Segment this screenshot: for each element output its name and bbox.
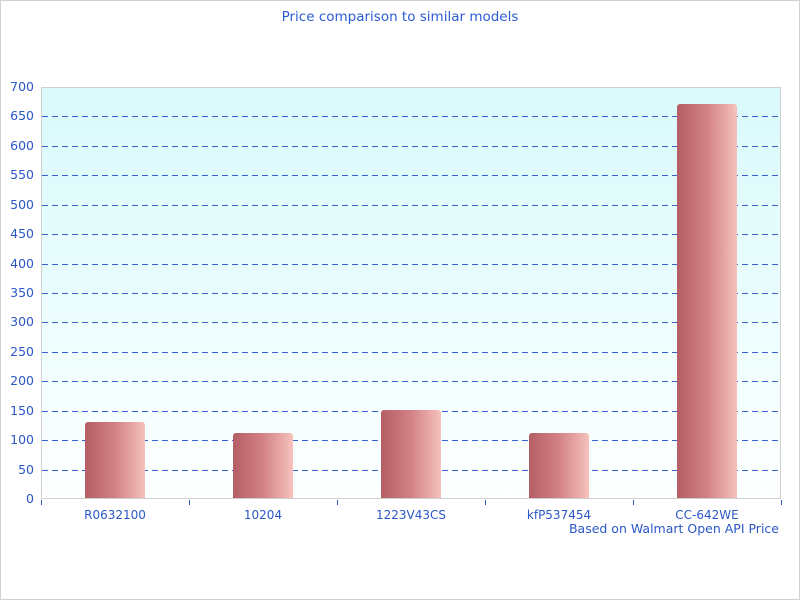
bar-CC-642WE (677, 103, 737, 498)
gridline-250 (42, 351, 780, 353)
x-tick-mark (633, 500, 634, 505)
y-tick-label-250: 250 (10, 343, 34, 359)
y-tick-label-100: 100 (10, 432, 34, 448)
x-category-label-10204: 10204 (243, 508, 283, 522)
gridline-350 (42, 293, 780, 294)
y-tick-label-300: 300 (10, 314, 34, 330)
x-tick-mark (485, 500, 486, 505)
x-category-label-CC-642WE: CC-642WE (675, 508, 739, 522)
y-tick-label-50: 50 (18, 461, 34, 477)
bar-10204 (233, 433, 293, 498)
bar-1223V43CS (381, 409, 441, 498)
x-tick-mark (781, 500, 782, 505)
gridline-600 (42, 145, 780, 147)
x-tick-mark (41, 500, 42, 505)
x-category-label-1223V43CS: 1223V43CS (375, 508, 446, 522)
y-tick-label-550: 550 (10, 167, 34, 183)
bar-R0632100 (85, 421, 145, 498)
gridline-650 (42, 116, 780, 118)
y-tick-label-500: 500 (10, 196, 34, 212)
y-tick-label-350: 350 (10, 285, 34, 300)
plot-area (41, 87, 781, 499)
gridline-200 (42, 381, 780, 383)
y-tick-label-450: 450 (10, 226, 34, 242)
x-tick-mark (337, 500, 338, 505)
x-tick-mark (189, 500, 190, 505)
y-tick-label-600: 600 (10, 137, 34, 153)
chart-title: Price comparison to similar models (281, 9, 519, 25)
x-category-label-kfP537454: kfP537454 (526, 508, 592, 522)
axis-note: Based on Walmart Open API Price (568, 521, 779, 536)
y-tick-label-0: 0 (26, 491, 34, 506)
y-tick-label-700: 700 (10, 79, 34, 94)
y-tick-label-400: 400 (10, 255, 34, 271)
y-tick-label-200: 200 (10, 373, 34, 389)
gridline-300 (42, 322, 780, 324)
gridline-400 (42, 263, 780, 265)
y-tick-label-150: 150 (10, 402, 34, 418)
gridline-450 (42, 234, 780, 236)
x-category-label-R0632100: R0632100 (84, 508, 146, 522)
y-tick-label-650: 650 (10, 108, 34, 124)
gridline-550 (42, 175, 780, 177)
bar-kfP537454 (529, 433, 589, 498)
gridline-500 (42, 204, 780, 206)
